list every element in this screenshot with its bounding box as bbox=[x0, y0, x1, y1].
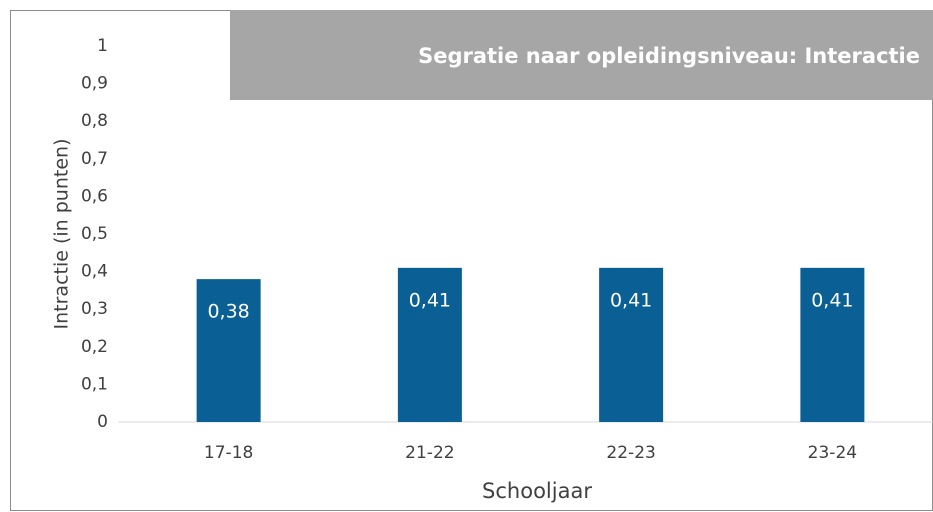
y-tick-label: 0,3 bbox=[81, 299, 108, 319]
x-tick-label: 21-22 bbox=[405, 443, 454, 463]
y-tick-label: 0,5 bbox=[81, 224, 108, 244]
x-tick-label: 22-23 bbox=[606, 443, 655, 463]
chart-title: Segratie naar opleidingsniveau: Interact… bbox=[418, 44, 920, 68]
bar bbox=[397, 267, 462, 422]
y-tick-label: 0,1 bbox=[81, 374, 108, 394]
bar bbox=[196, 279, 261, 422]
y-axis-label: Intractie (in punten) bbox=[51, 139, 73, 330]
y-tick-label: 1 bbox=[97, 36, 108, 56]
x-tick-label: 17-18 bbox=[204, 443, 253, 463]
title-box bbox=[230, 10, 933, 100]
bar bbox=[800, 267, 865, 422]
x-axis-label: Schooljaar bbox=[482, 479, 592, 503]
data-label: 0,41 bbox=[811, 289, 853, 311]
data-label: 0,41 bbox=[610, 289, 652, 311]
y-tick-label: 0,8 bbox=[81, 111, 108, 131]
bar bbox=[599, 267, 664, 422]
y-tick-label: 0,2 bbox=[81, 337, 108, 357]
y-tick-label: 0,6 bbox=[81, 186, 108, 206]
y-tick-label: 0,7 bbox=[81, 149, 108, 169]
y-tick-label: 0,4 bbox=[81, 262, 108, 282]
y-tick-label: 0,9 bbox=[81, 74, 108, 94]
data-label: 0,41 bbox=[409, 289, 451, 311]
x-tick-label: 23-24 bbox=[808, 443, 857, 463]
y-tick-label: 0 bbox=[97, 412, 108, 432]
data-label: 0,38 bbox=[207, 301, 249, 323]
